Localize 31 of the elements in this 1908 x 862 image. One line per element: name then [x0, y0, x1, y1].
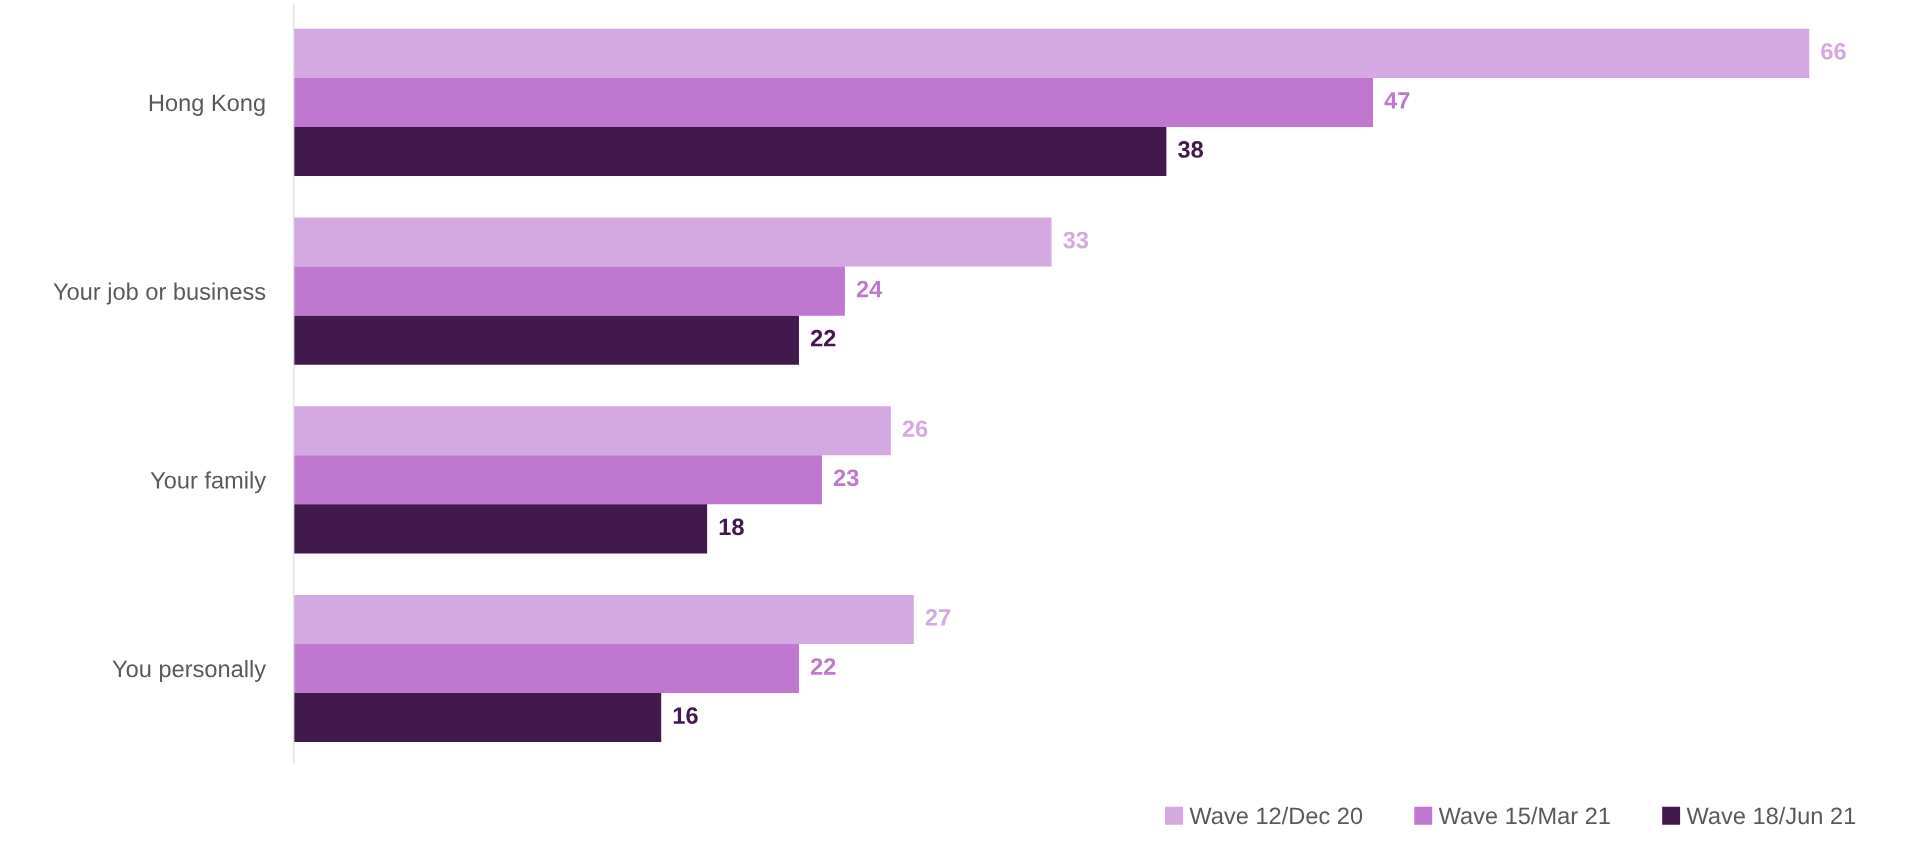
bar [293, 693, 662, 743]
bar [293, 643, 799, 694]
bar [293, 217, 1052, 267]
data-label: 22 [810, 329, 836, 347]
data-label: 23 [833, 469, 859, 487]
data-label: 22 [810, 658, 836, 675]
data-label: 33 [1063, 231, 1089, 249]
bar [293, 126, 1167, 177]
data-label: 24 [856, 280, 883, 298]
bar [293, 455, 822, 505]
y-tick-label: Hong Kong [149, 94, 265, 116]
bar [293, 77, 1374, 127]
data-label: 47 [1384, 92, 1410, 109]
legend-label: Wave 12/Dec 20 [1189, 806, 1363, 825]
bar [293, 504, 708, 554]
bar [293, 315, 799, 365]
bar [293, 594, 914, 644]
y-tick-label: Your family [150, 471, 267, 494]
data-label: 27 [925, 609, 951, 626]
y-tick-label: You personally [112, 659, 267, 682]
bar [293, 266, 845, 316]
data-label: 18 [719, 518, 744, 536]
bar [293, 406, 891, 456]
data-label: 16 [673, 707, 698, 724]
data-label: 66 [1821, 42, 1846, 60]
legend-label: Wave 18/Jun 21 [1686, 806, 1856, 825]
bar [293, 28, 1810, 78]
data-label: 26 [902, 420, 928, 438]
legend-label: Wave 15/Mar 21 [1438, 806, 1610, 825]
y-tick-label: Your job or business [53, 282, 266, 305]
data-label: 38 [1178, 141, 1204, 158]
